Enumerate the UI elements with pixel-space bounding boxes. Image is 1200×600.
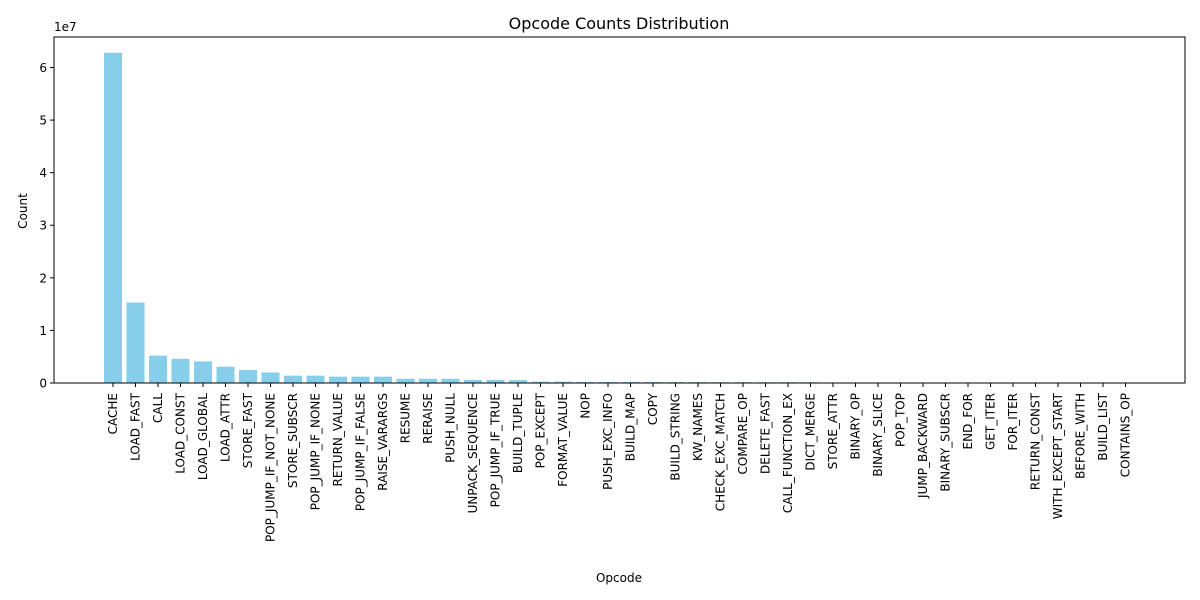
x-tick-label: JUMP_BACKWARD: [916, 393, 930, 499]
x-tick-label: BUILD_STRING: [669, 393, 683, 481]
x-tick-label: BUILD_MAP: [624, 393, 638, 461]
x-tick-label: CALL: [151, 393, 165, 423]
x-tick-label: FORMAT_VALUE: [556, 393, 570, 487]
y-tick-label: 2: [39, 271, 47, 285]
x-tick-label: POP_JUMP_IF_NONE: [309, 393, 323, 510]
y-tick-label: 4: [39, 166, 47, 180]
x-tick-label: BEFORE_WITH: [1074, 393, 1088, 479]
x-tick-label: KW_NAMES: [691, 393, 705, 461]
x-tick-label: DELETE_FAST: [759, 392, 773, 474]
x-tick-label: LOAD_ATTR: [219, 393, 233, 462]
bar-return-value: [329, 376, 347, 383]
x-tick-label: STORE_FAST: [241, 392, 255, 468]
x-tick-label: RESUME: [399, 393, 413, 443]
chart-title: Opcode Counts Distribution: [509, 14, 730, 33]
axes-layer: [53, 36, 1186, 384]
bar-raise-varargs: [374, 376, 392, 383]
x-tick-label: LOAD_GLOBAL: [196, 393, 210, 480]
x-tick-label: WITH_EXCEPT_START: [1051, 392, 1065, 519]
bar-call: [149, 355, 167, 383]
bar-pop-jump-if-true: [486, 379, 505, 383]
bar-copy: [644, 381, 662, 383]
bar-load-fast: [126, 302, 145, 383]
y-tick-label: 6: [39, 61, 47, 75]
x-tick-label: CHECK_EXC_MATCH: [714, 393, 728, 511]
plot-frame: [53, 36, 1186, 384]
x-tick-label: RETURN_CONST: [1029, 392, 1043, 490]
y-tick-label: 1: [39, 324, 47, 338]
x-tick-label: POP_EXCEPT: [534, 392, 548, 468]
x-tick-label: RETURN_VALUE: [331, 393, 345, 486]
bar-build-tuple: [509, 380, 527, 383]
x-tick-label: FOR_ITER: [1006, 393, 1020, 450]
x-tick-label: LOAD_FAST: [129, 392, 143, 461]
bars-layer: [104, 52, 1135, 383]
x-tick-label: BUILD_TUPLE: [511, 393, 525, 473]
x-tick-label: STORE_SUBSCR: [286, 393, 300, 488]
bar-pop-except: [531, 381, 550, 383]
x-axis-label: Opcode: [596, 571, 642, 585]
x-tick-label: PUSH_NULL: [444, 393, 458, 463]
x-tick-label: LOAD_CONST: [174, 392, 188, 473]
x-tick-label: CALL_FUNCTION_EX: [781, 393, 795, 513]
x-ticks: CACHE LOAD_FAST CALL LOAD_CONST LOAD_GLOBAL L…: [106, 383, 1133, 542]
x-tick-label: NOP: [579, 393, 593, 419]
bar-format-value: [554, 381, 572, 383]
y-ticks: 0 1 2 3 4 5 6: [39, 61, 54, 391]
x-tick-label: BUILD_LIST: [1096, 392, 1110, 460]
y-tick-label: 0: [39, 377, 47, 391]
bar-cache: [104, 52, 122, 383]
x-tick-label: PUSH_EXC_INFO: [601, 393, 615, 490]
bar-resume: [396, 378, 415, 383]
x-tick-label: POP_TOP: [894, 393, 908, 447]
bar-pop-jump-if-not-none: [261, 372, 280, 383]
bar-store-fast: [239, 369, 257, 383]
bar-push-null: [441, 378, 460, 383]
x-tick-label: POP_JUMP_IF_TRUE: [489, 393, 503, 507]
bar-store-subscr: [284, 375, 302, 383]
x-tick-label: UNPACK_SEQUENCE: [466, 393, 480, 513]
y-tick-label: 3: [39, 219, 47, 233]
y-axis-label: Count: [16, 193, 30, 229]
bar-load-attr: [216, 366, 235, 383]
bar-load-const: [171, 358, 190, 383]
x-tick-label: POP_JUMP_IF_FALSE: [354, 393, 368, 511]
x-tick-label: COMPARE_OP: [736, 393, 750, 474]
x-tick-label: STORE_ATTR: [826, 393, 840, 469]
x-tick-label: GET_ITER: [984, 393, 998, 450]
bar-push-exc-info: [599, 381, 617, 383]
x-tick-label: COPY: [646, 392, 660, 425]
x-tick-label: RERAISE: [421, 393, 435, 444]
x-tick-label: CACHE: [106, 393, 120, 434]
bar-unpack-sequence: [464, 379, 482, 383]
bar-build-map: [621, 381, 640, 383]
bar-reraise: [419, 378, 437, 383]
bar-pop-jump-if-none: [306, 375, 325, 383]
x-tick-label: CONTAINS_OP: [1119, 393, 1133, 477]
bar-nop: [576, 381, 595, 383]
x-tick-label: BINARY_SLICE: [871, 393, 885, 477]
bar-load-global: [194, 361, 212, 383]
x-tick-label: POP_JUMP_IF_NOT_NONE: [264, 393, 278, 542]
x-tick-label: BINARY_OP: [849, 393, 863, 460]
x-tick-label: DICT_MERGE: [804, 393, 818, 471]
y-offset-label: 1e7: [54, 20, 77, 34]
x-tick-label: END_FOR: [961, 393, 975, 449]
x-tick-label: BINARY_SUBSCR: [939, 393, 953, 492]
bar-pop-jump-if-false: [351, 376, 370, 383]
x-tick-label: RAISE_VARARGS: [376, 393, 390, 491]
y-tick-label: 5: [39, 114, 47, 128]
